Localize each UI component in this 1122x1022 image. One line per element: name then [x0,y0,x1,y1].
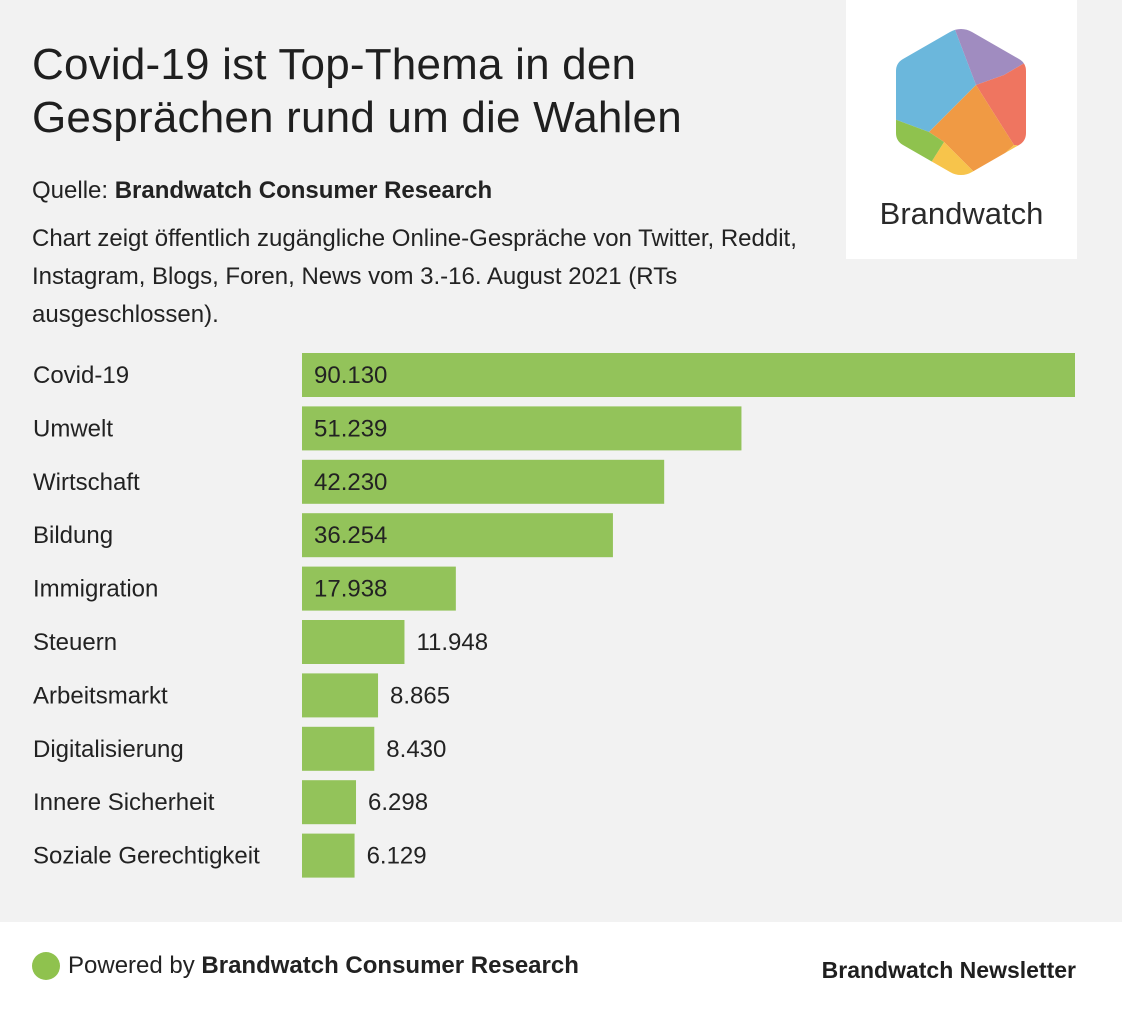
brandwatch-hexagon-icon [896,29,1026,175]
category-label: Soziale Gerechtigkeit [33,843,260,870]
value-label: 8.430 [386,736,446,763]
category-label: Digitalisierung [33,736,184,763]
value-label: 17.938 [314,576,387,603]
bar [302,513,613,558]
value-label: 6.298 [368,789,428,816]
value-label: 6.129 [367,843,427,870]
newsletter-link[interactable]: Brandwatch Newsletter [821,957,1076,983]
bar [302,780,357,825]
powered-prefix: Powered by [68,952,202,979]
powered-name: Brandwatch Consumer Research [201,952,579,979]
chart-title: Covid-19 ist Top-Thema in den Gesprächen… [32,40,682,142]
bar [302,726,375,771]
category-label: Innere Sicherheit [33,789,215,816]
bar [302,673,379,718]
source-name: Brandwatch Consumer Research [114,177,493,204]
bar [302,459,665,504]
category-label: Immigration [33,576,158,603]
category-label: Wirtschaft [33,469,140,496]
category-label: Covid-19 [33,362,129,389]
value-label: 8.865 [390,682,450,709]
category-label: Steuern [33,629,117,656]
brandwatch-logo: Brandwatch [846,0,1077,259]
powered-by-text: Powered by Brandwatch Consumer Research [68,952,579,980]
value-label: 11.948 [416,629,488,656]
powered-dot-icon [32,952,60,980]
logo-wordmark: Brandwatch [879,196,1044,231]
value-label: 42.230 [314,469,387,496]
chart-description: Chart zeigt öffentlich zugängliche Onlin… [32,225,797,328]
category-label: Bildung [33,522,113,549]
bar [302,566,456,611]
category-label: Arbeitsmarkt [33,682,168,709]
bar [302,620,405,664]
source-line: Quelle: Brandwatch Consumer Research [32,176,492,206]
bar [302,833,355,878]
category-label: Umwelt [33,415,113,442]
source-prefix: Quelle: [32,177,115,204]
footer: Powered by Brandwatch Consumer Research … [0,922,1122,1022]
value-label: 36.254 [314,522,387,549]
chart-panel: Covid-19 ist Top-Thema in den Gesprächen… [32,0,1077,878]
bar [302,353,1075,397]
value-label: 90.130 [314,362,387,389]
value-label: 51.239 [314,415,387,442]
bar-chart: Covid-19 90.130 Umwelt 51.239 Wirtschaft 42.2… [33,353,1075,878]
bar [302,406,742,451]
